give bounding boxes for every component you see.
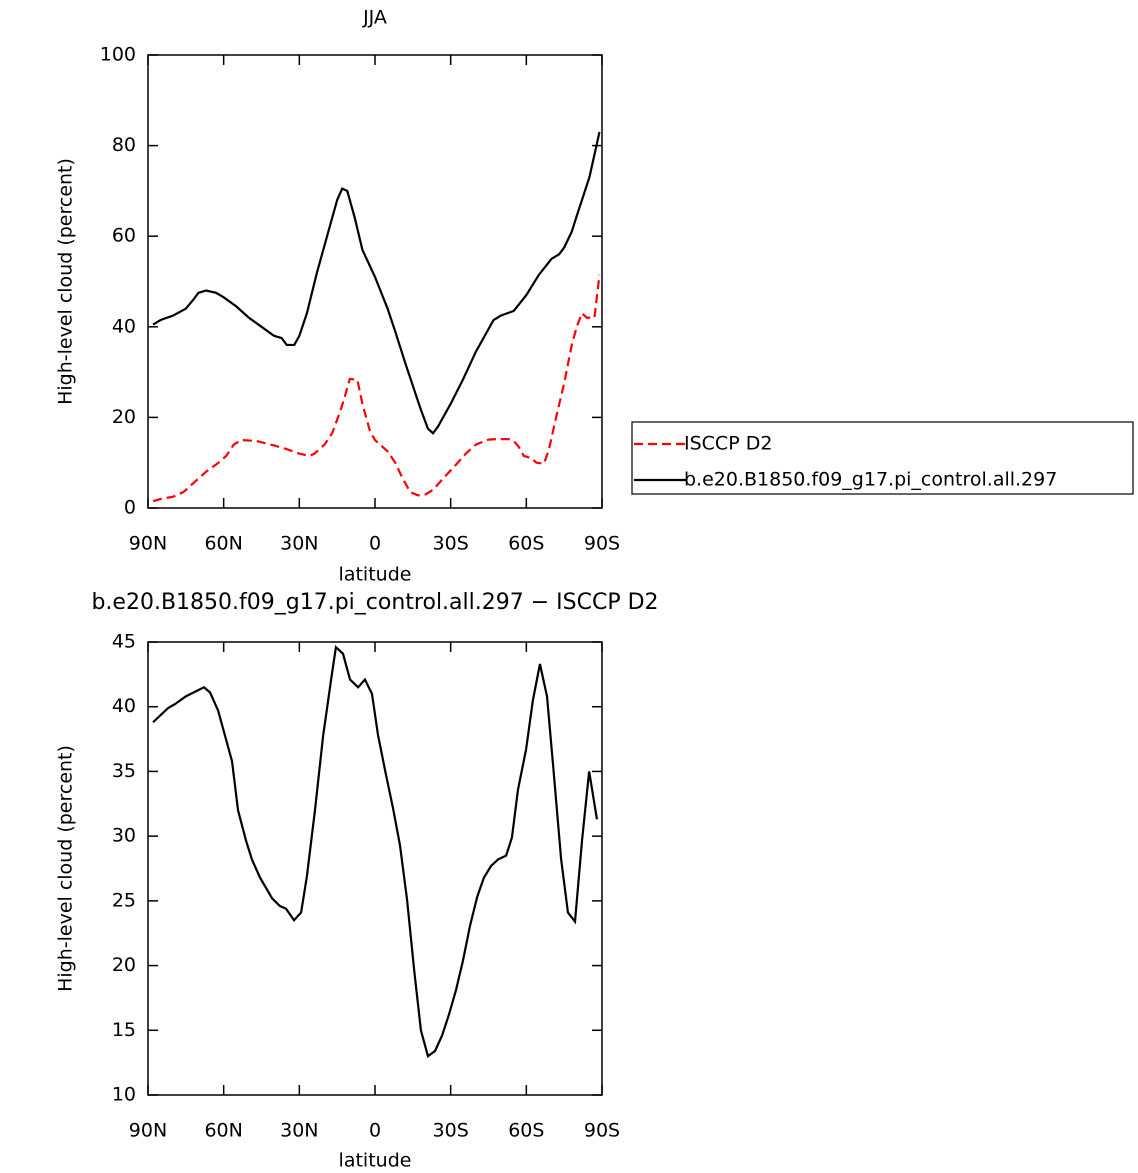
y-tick-label: 40 [112,695,136,717]
legend-label: ISCCP D2 [684,433,772,455]
y-tick-label: 20 [112,406,136,428]
data-line [152,131,601,435]
x-tick-label: 60S [508,1120,544,1142]
y-tick-label: 15 [112,1019,136,1041]
y-tick-label: 100 [100,44,136,66]
y-tick-label: 20 [112,954,136,976]
y-tick-label: 0 [124,497,136,519]
y-axis-label: High-level cloud (percent) [55,158,77,405]
x-tick-label: 90N [129,1120,167,1142]
legend-label: b.e20.B1850.f09_g17.pi_control.all.297 [684,469,1057,491]
x-tick-label: 90N [129,533,167,555]
legend-box [631,421,1134,495]
x-tick-label: 0 [369,1120,381,1142]
y-tick-label: 10 [112,1084,136,1106]
y-tick-label: 60 [112,225,136,247]
x-tick-label: 60N [204,533,242,555]
x-axis-label: latitude [339,564,412,586]
y-tick-label: 35 [112,760,136,782]
x-axis-label: latitude [339,1150,412,1172]
y-tick-label: 45 [112,631,136,653]
x-tick-label: 30S [433,533,469,555]
y-tick-label: 30 [112,825,136,847]
x-tick-label: 90S [584,533,620,555]
chart-title: JJA [362,7,387,29]
data-line [152,644,599,1059]
x-tick-label: 60S [508,533,544,555]
chart-title: b.e20.B1850.f09_g17.pi_control.all.297 −… [91,590,658,615]
x-tick-label: 90S [584,1120,620,1142]
y-tick-label: 25 [112,889,136,911]
x-tick-label: 30N [280,1120,318,1142]
y-tick-label: 80 [112,134,136,156]
x-tick-label: 0 [369,533,381,555]
data-line [152,274,601,503]
y-tick-label: 40 [112,315,136,337]
y-axis-label: High-level cloud (percent) [55,745,77,992]
x-tick-label: 60N [204,1120,242,1142]
x-tick-label: 30N [280,533,318,555]
x-tick-label: 30S [433,1120,469,1142]
